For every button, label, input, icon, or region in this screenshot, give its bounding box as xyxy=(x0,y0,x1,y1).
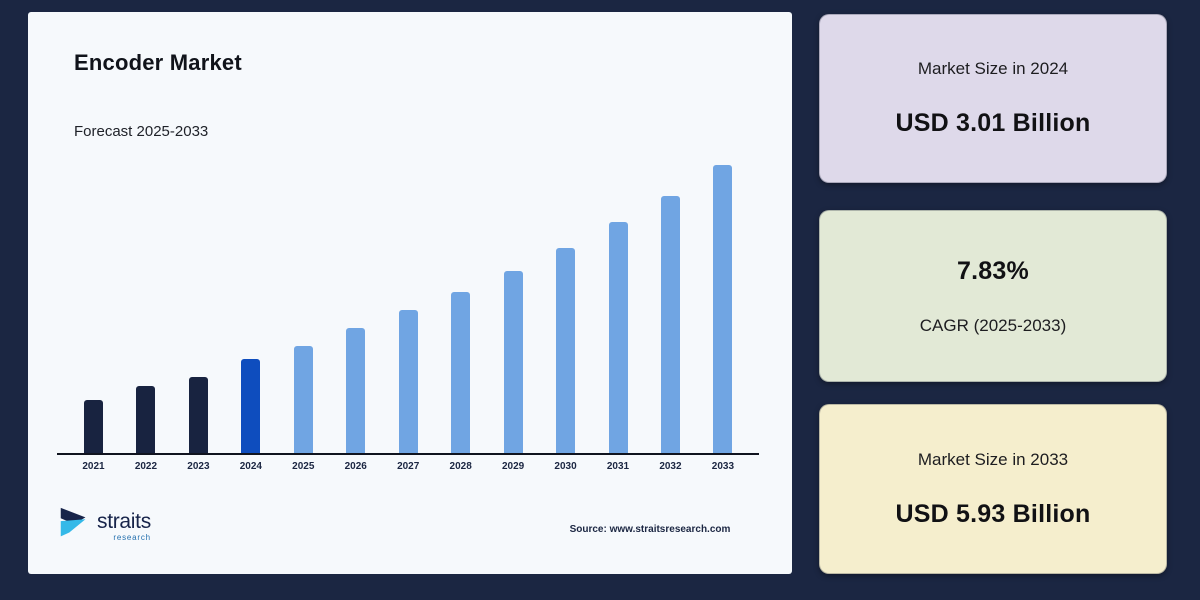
market-size-2024-label: Market Size in 2024 xyxy=(917,59,1069,78)
bar-2022 xyxy=(136,386,156,453)
bar-2032 xyxy=(660,196,680,453)
page-title: Encoder Market xyxy=(74,50,242,75)
logo-name: straits xyxy=(97,510,151,533)
x-tick-2026: 2026 xyxy=(344,461,367,472)
x-tick-2027: 2027 xyxy=(397,461,420,472)
forecast-subtitle: Forecast 2025-2033 xyxy=(74,123,209,140)
logo-subtitle: research xyxy=(113,533,151,542)
x-tick-2025: 2025 xyxy=(292,461,315,472)
straits-research-logo: straits research xyxy=(56,504,151,549)
cagr-card: 7.83% CAGR (2025-2033) xyxy=(819,210,1167,382)
logo-text: straits research xyxy=(97,511,151,542)
market-size-2033-label: Market Size in 2033 xyxy=(917,449,1069,469)
market-size-2024-card: Market Size in 2024 USD 3.01 Billion xyxy=(819,14,1167,183)
straits-logo-icon xyxy=(56,504,94,549)
bar-2028 xyxy=(451,292,471,453)
bar-2026 xyxy=(346,328,366,453)
x-tick-2028: 2028 xyxy=(449,461,472,472)
x-tick-2033: 2033 xyxy=(711,461,735,472)
bar-2021 xyxy=(84,400,103,453)
x-tick-2031: 2031 xyxy=(606,461,630,472)
source-attribution: Source: www.straitsresearch.com xyxy=(569,524,731,535)
market-size-2024-value: USD 3.01 Billion xyxy=(895,109,1091,137)
bar-2030 xyxy=(556,248,576,453)
cagr-label: CAGR (2025-2033) xyxy=(919,315,1067,335)
bar-2023 xyxy=(188,377,208,453)
x-tick-2030: 2030 xyxy=(554,461,577,472)
x-tick-2029: 2029 xyxy=(501,461,525,472)
cagr-value: 7.83% xyxy=(957,256,1029,285)
market-size-2033-value: USD 5.93 Billion xyxy=(895,499,1091,528)
bar-2031 xyxy=(608,222,628,453)
x-tick-2023: 2023 xyxy=(187,461,210,472)
bar-2024 xyxy=(241,359,261,453)
x-tick-2022: 2022 xyxy=(134,461,158,472)
x-tick-2032: 2032 xyxy=(659,461,682,472)
bar-2029 xyxy=(503,271,523,453)
x-axis-line xyxy=(57,453,759,455)
market-size-2033-card: Market Size in 2033 USD 5.93 Billion xyxy=(819,404,1167,574)
x-tick-2021: 2021 xyxy=(82,461,105,472)
x-tick-2024: 2024 xyxy=(239,461,262,472)
bar-2033 xyxy=(713,165,733,453)
bar-2025 xyxy=(293,346,313,453)
bar-2027 xyxy=(398,310,418,453)
